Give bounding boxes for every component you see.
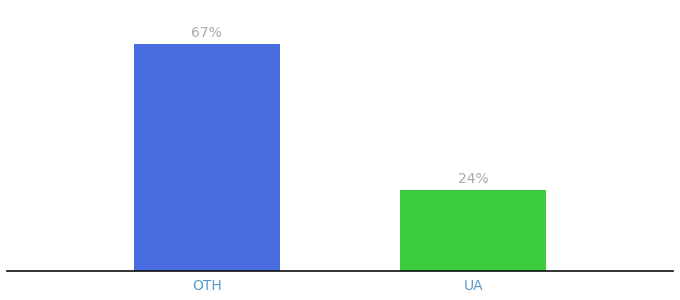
Bar bbox=[400, 190, 547, 271]
Bar bbox=[133, 44, 280, 271]
Text: 24%: 24% bbox=[458, 172, 488, 185]
Text: 67%: 67% bbox=[191, 26, 222, 40]
